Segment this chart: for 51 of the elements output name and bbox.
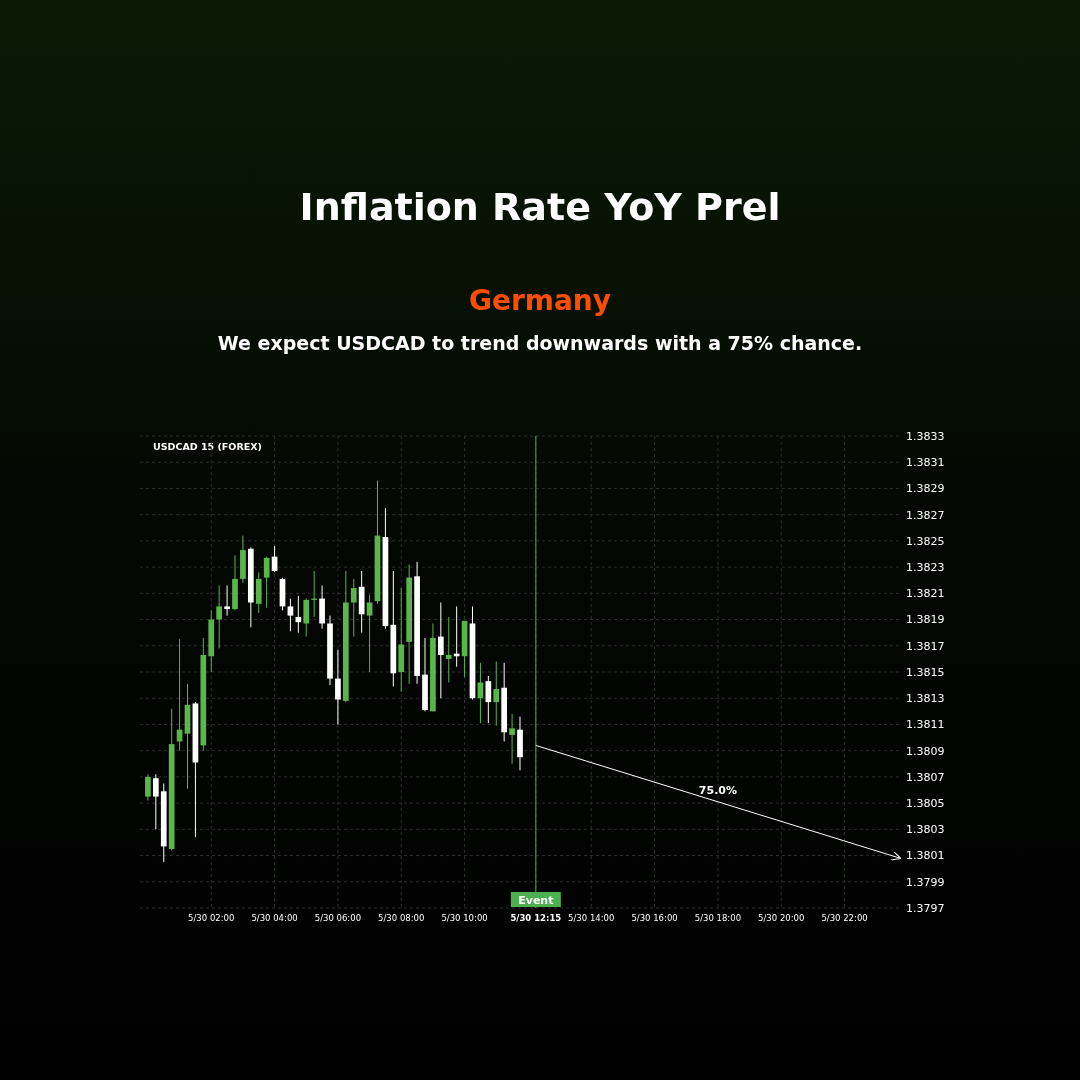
- x-tick-label: 5/30 10:00: [441, 913, 488, 923]
- x-tick-label: 5/30 02:00: [188, 913, 235, 923]
- candlestick: [287, 598, 294, 632]
- chart-title: Inflation Rate YoY Prel: [299, 185, 781, 229]
- y-tick-label: 1.3823: [906, 560, 945, 574]
- y-tick-label: 1.3813: [906, 692, 945, 706]
- candlestick: [303, 598, 310, 638]
- y-tick-label: 1.3825: [906, 534, 945, 548]
- candlestick: [445, 616, 452, 683]
- y-tick-label: 1.3809: [906, 744, 945, 758]
- x-tick-label: 5/30 18:00: [694, 913, 742, 923]
- y-tick-label: 1.3797: [906, 901, 945, 915]
- candlestick: [509, 713, 515, 765]
- y-tick-label: 1.3831: [906, 456, 945, 470]
- x-tick-label: 5/30 14:00: [568, 913, 615, 923]
- y-tick-label: 1.3807: [906, 770, 945, 784]
- y-tick-label: 1.3803: [906, 823, 945, 837]
- y-tick-label: 1.3815: [906, 665, 945, 679]
- y-tick-label: 1.3833: [906, 429, 945, 443]
- x-tick-label: 5/30 16:00: [631, 913, 678, 923]
- x-tick-label: 5/30 04:00: [251, 913, 298, 923]
- y-tick-label: 1.3811: [906, 718, 945, 732]
- x-tick-label: 5/30 20:00: [758, 913, 805, 923]
- candlestick: [493, 661, 500, 727]
- annotation: 75.0%: [698, 783, 737, 797]
- y-tick-label: 1.3819: [906, 613, 945, 627]
- y-tick-label: 1.3829: [906, 482, 945, 496]
- y-tick-label: 1.3827: [906, 508, 945, 522]
- x-tick-label: 5/30 06:00: [314, 913, 362, 923]
- candlestick: [216, 584, 223, 649]
- x-tick-label: 5/30 08:00: [378, 913, 425, 923]
- candlestick: [224, 584, 230, 617]
- x-tick-label: 5/30 22:00: [821, 913, 868, 923]
- y-tick-label: 1.3801: [906, 849, 945, 863]
- annotation: USDCAD 15 (FOREX): [153, 441, 262, 452]
- candlestick: [145, 773, 151, 801]
- candlestick: [295, 595, 302, 634]
- candlestick: [437, 602, 444, 699]
- ref-line-label: Event: [518, 894, 554, 907]
- y-tick-label: 1.3821: [906, 587, 945, 601]
- candlestick: [152, 773, 159, 830]
- y-tick-label: 1.3805: [906, 796, 945, 810]
- candlestick: [350, 578, 357, 638]
- candlestick: [263, 556, 270, 609]
- chart-subtitle: Germany: [468, 284, 612, 317]
- y-tick-label: 1.3799: [906, 875, 945, 889]
- candlestick: [485, 675, 492, 724]
- candlestick: [335, 649, 341, 725]
- y-tick-label: 1.3817: [906, 639, 945, 653]
- text: We expect USDCAD to trend downwards with a 75% chance.: [217, 332, 863, 354]
- x-tick-label: 5/30 12:15: [510, 913, 562, 923]
